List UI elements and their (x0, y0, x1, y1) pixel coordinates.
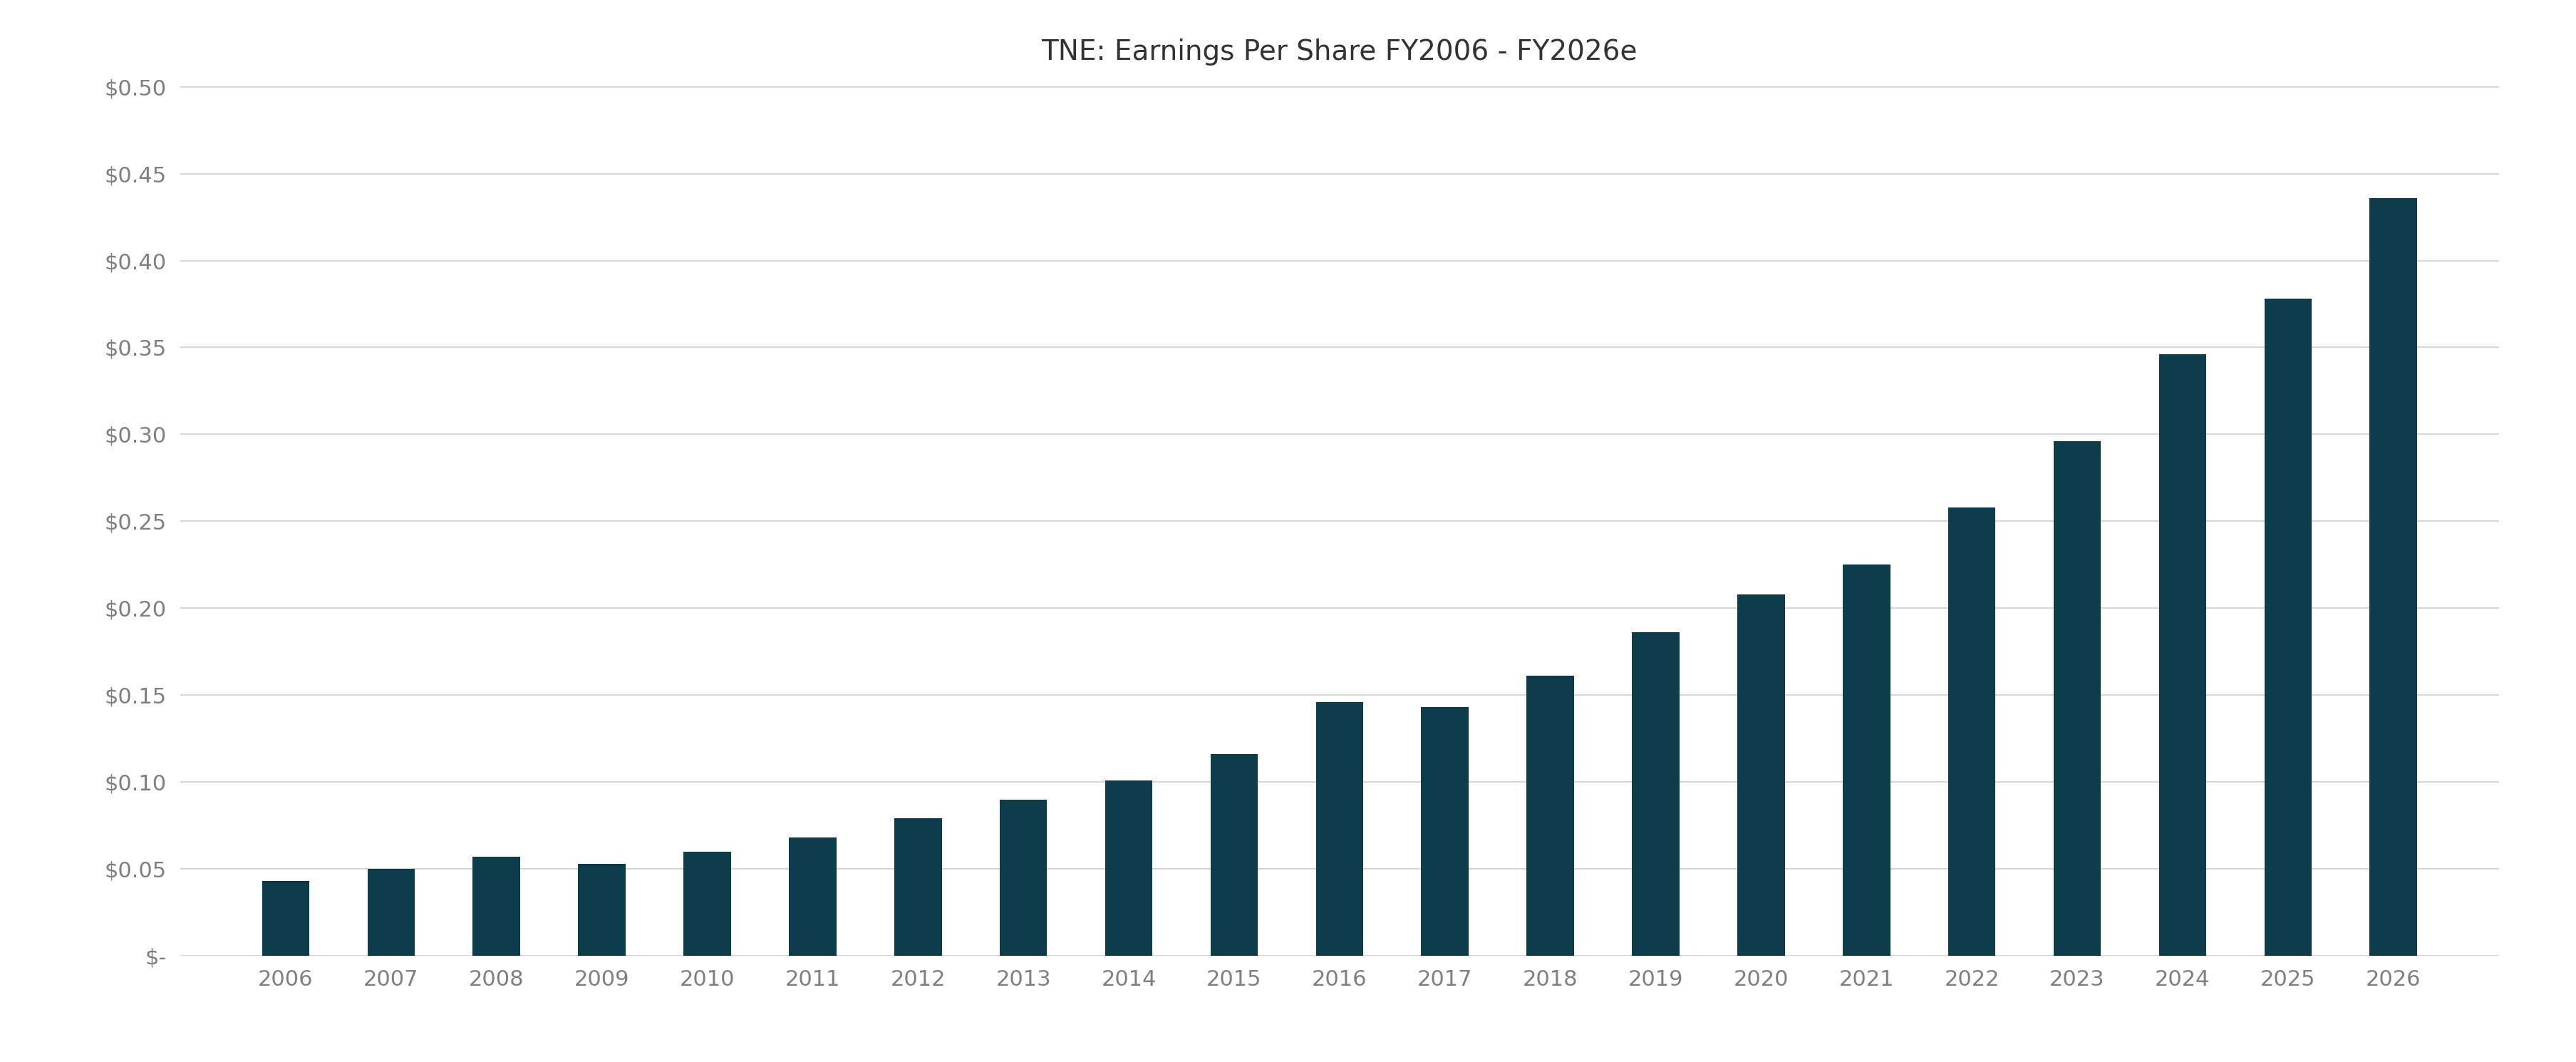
Bar (1105, 781, 1151, 956)
Bar (2053, 442, 2102, 956)
Bar (1633, 633, 1680, 956)
Bar (894, 819, 943, 956)
Bar (2370, 198, 2416, 956)
Bar (577, 863, 626, 956)
Bar (2264, 298, 2311, 956)
Bar (1422, 707, 1468, 956)
Bar (368, 869, 415, 956)
Bar (1316, 702, 1363, 956)
Title: TNE: Earnings Per Share FY2006 - FY2026e: TNE: Earnings Per Share FY2006 - FY2026e (1041, 39, 1638, 66)
Bar (1528, 675, 1574, 956)
Bar (1211, 754, 1257, 956)
Bar (683, 852, 732, 956)
Bar (1736, 595, 1785, 956)
Bar (999, 800, 1046, 956)
Bar (474, 857, 520, 956)
Bar (788, 838, 837, 956)
Bar (1842, 565, 1891, 956)
Bar (263, 881, 309, 956)
Bar (2159, 355, 2205, 956)
Bar (1947, 508, 1996, 956)
